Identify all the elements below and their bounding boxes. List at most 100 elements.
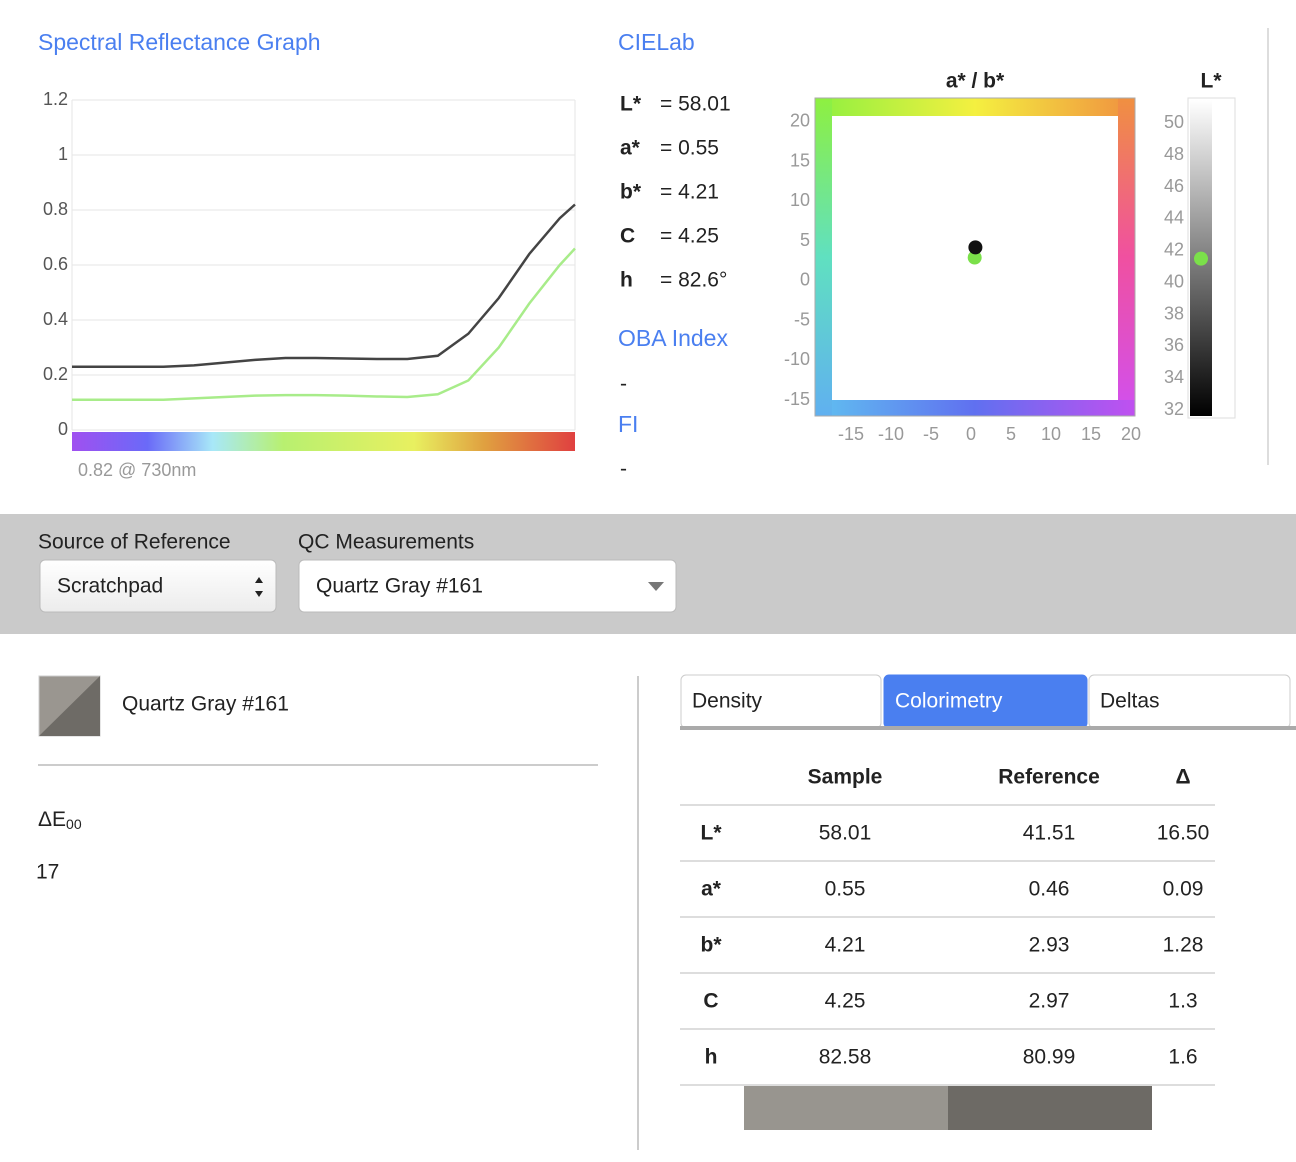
y-tick-label: 36 <box>1164 335 1184 355</box>
cielab-label: L* <box>620 93 642 116</box>
x-tick-label: 10 <box>1041 424 1061 444</box>
cell: 16.50 <box>1157 822 1210 845</box>
table-header: Reference <box>998 766 1100 789</box>
y-tick-label: 48 <box>1164 144 1184 164</box>
ab-point <box>968 240 983 255</box>
table: Sample Reference Δ L* 58.01 41.51 16.50 a* 0.55 0… <box>680 766 1215 1086</box>
y-tick-label: -10 <box>784 349 810 369</box>
ab-frame <box>1118 98 1135 416</box>
tab-label[interactable]: Deltas <box>1100 690 1160 713</box>
swatch-reference <box>39 676 100 736</box>
qc-select[interactable]: Quartz Gray #161 <box>298 559 677 613</box>
cielab-label: b* <box>620 181 642 204</box>
cell: 2.97 <box>1029 990 1070 1013</box>
cell: 1.6 <box>1168 1046 1197 1069</box>
row-label: L* <box>701 822 723 845</box>
select-box[interactable] <box>39 559 277 613</box>
select-value[interactable]: Quartz Gray #161 <box>316 575 483 598</box>
row-label: h <box>705 1046 718 1069</box>
cell: 0.46 <box>1029 878 1070 901</box>
ab-frame <box>815 400 1135 416</box>
cell: 80.99 <box>1023 1046 1076 1069</box>
l-title: L* <box>1201 70 1223 93</box>
y-tick-label: 0.6 <box>43 254 68 274</box>
sample-name: Quartz Gray #161 <box>122 693 289 716</box>
cell: 1.3 <box>1168 990 1197 1013</box>
x-tick-label: -15 <box>838 424 864 444</box>
y-tick-label: 0.2 <box>43 364 68 384</box>
y-tick-label: 5 <box>800 230 810 250</box>
select-value[interactable]: Scratchpad <box>57 575 163 598</box>
cell: 4.21 <box>825 934 866 957</box>
tab-underline <box>680 726 1296 730</box>
cell: 1.28 <box>1163 934 1204 957</box>
l-point <box>1194 251 1208 266</box>
x-tick-label: -5 <box>923 424 939 444</box>
graph-title: Spectral Reflectance Graph <box>38 29 321 55</box>
y-tick-label: 42 <box>1164 240 1184 260</box>
row-label: a* <box>701 878 722 901</box>
y-tick-label: 0.8 <box>43 199 68 219</box>
delta-sub: 00 <box>66 816 82 832</box>
table-header: Sample <box>808 766 883 789</box>
table-swatch-sample <box>744 1086 948 1130</box>
y-tick-label: 1 <box>58 144 68 164</box>
dropdown-arrow[interactable] <box>648 582 664 591</box>
cell: 2.93 <box>1029 934 1070 957</box>
x-tick-label: 0 <box>966 424 976 444</box>
y-tick-label: 38 <box>1164 303 1184 323</box>
cielab-title: CIELab <box>618 29 695 55</box>
y-tick-label: 1.2 <box>43 89 68 109</box>
cell: 0.09 <box>1163 878 1204 901</box>
cielab-value: = 4.21 <box>660 181 719 204</box>
cielab-label: a* <box>620 137 641 160</box>
cell: 0.55 <box>825 878 866 901</box>
y-tick-label: -5 <box>794 309 810 329</box>
y-tick-label: 34 <box>1164 367 1184 387</box>
table-header: Δ <box>1175 766 1190 789</box>
tabs[interactable]: Density Colorimetry Deltas <box>680 674 1291 729</box>
select-arrows[interactable] <box>255 577 263 597</box>
ab-title: a* / b* <box>946 70 1005 93</box>
ab-point <box>967 250 982 265</box>
oba-value: - <box>620 373 627 396</box>
ab-border <box>814 97 1136 417</box>
x-tick-label: 5 <box>1006 424 1016 444</box>
source-select[interactable]: Scratchpad <box>39 559 277 613</box>
y-tick-label: 0.4 <box>43 309 68 329</box>
cielab-value: = 58.01 <box>660 93 731 116</box>
tab-label[interactable]: Colorimetry <box>895 690 1003 713</box>
spectral-line <box>72 247 576 401</box>
y-tick-label: 0 <box>800 270 810 290</box>
spectrum-bar <box>72 432 575 451</box>
y-tick-label: 15 <box>790 150 810 170</box>
cell: 41.51 <box>1023 822 1076 845</box>
graph-note: 0.82 @ 730nm <box>78 460 196 480</box>
cielab-label: h <box>620 269 633 292</box>
cell: 4.25 <box>825 990 866 1013</box>
cell: 82.58 <box>819 1046 872 1069</box>
table-swatch-reference <box>948 1086 1152 1130</box>
cell: 58.01 <box>819 822 872 845</box>
ab-frame <box>815 98 832 416</box>
select-box[interactable] <box>298 559 677 613</box>
row-label: C <box>703 990 718 1013</box>
row-label: b* <box>701 934 723 957</box>
y-tick-label: 10 <box>790 190 810 210</box>
delta-label: ΔE00 <box>38 808 82 832</box>
delta-symbol: ΔE <box>38 808 66 831</box>
cielab-value: = 4.25 <box>660 225 719 248</box>
y-tick-label: 40 <box>1164 271 1184 291</box>
y-tick-label: 50 <box>1164 112 1184 132</box>
y-tick-label: 32 <box>1164 399 1184 419</box>
x-tick-label: 15 <box>1081 424 1101 444</box>
cielab-values: L* = 58.01 a* = 0.55 b* = 4.21 C = 4.25 h = 82.6° <box>620 93 731 292</box>
y-tick-label: 46 <box>1164 176 1184 196</box>
fi-title: FI <box>618 411 638 437</box>
oba-title: OBA Index <box>618 325 728 351</box>
cielab-label: C <box>620 225 635 248</box>
delta-value: 17 <box>36 861 59 884</box>
cielab-value: = 0.55 <box>660 137 719 160</box>
tab-label[interactable]: Density <box>692 690 763 713</box>
qc-label: QC Measurements <box>298 531 474 554</box>
